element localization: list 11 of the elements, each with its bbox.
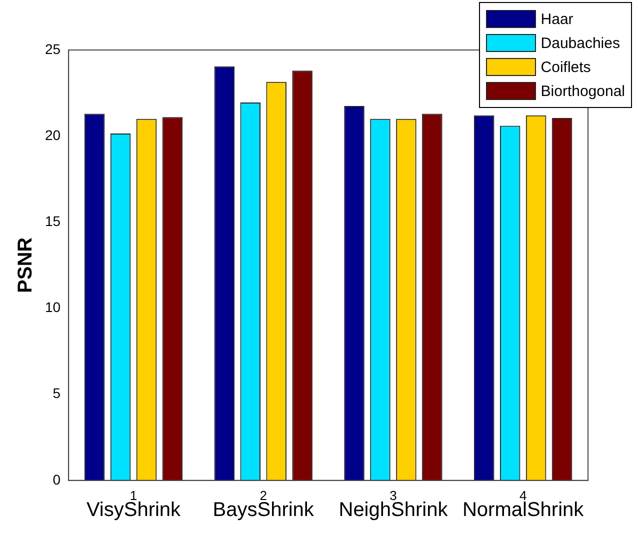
y-tick-label: 20 xyxy=(44,126,61,143)
y-tick-label: 15 xyxy=(44,213,61,230)
legend-label: Coiflets xyxy=(540,58,591,76)
legend-label: Daubachies xyxy=(540,34,620,52)
legend-label: Haar xyxy=(540,10,574,28)
y-tick-label: 10 xyxy=(44,299,61,316)
y-tick-label: 5 xyxy=(52,385,61,402)
y-tick-label: 0 xyxy=(52,471,61,488)
legend-label: Biorthogonal xyxy=(540,82,625,100)
y-axis-title: PSNR xyxy=(14,236,37,293)
y-tick-label: 25 xyxy=(44,40,61,57)
